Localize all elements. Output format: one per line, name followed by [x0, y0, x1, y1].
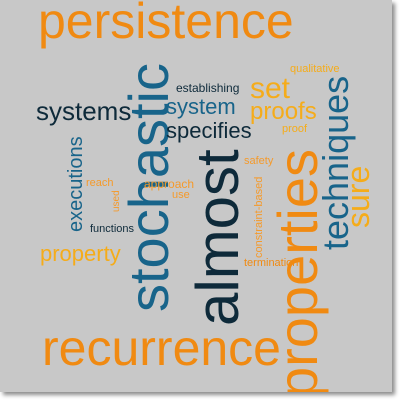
- word-qualitative: qualitative: [290, 63, 340, 75]
- word-used: used: [111, 190, 122, 212]
- word-sure: sure: [340, 165, 376, 228]
- word-specifies: specifies: [166, 118, 252, 143]
- word-termination: termination: [244, 257, 299, 269]
- word-set: set: [250, 72, 291, 105]
- word-cloud: persistence stochastic almost properties…: [0, 0, 392, 392]
- word-reach: reach: [86, 177, 114, 189]
- word-recurrence: recurrence: [42, 320, 281, 376]
- word-functions: functions: [90, 223, 135, 235]
- word-property: property: [40, 241, 121, 266]
- word-use: use: [172, 189, 190, 201]
- word-executions: executions: [65, 136, 87, 232]
- word-persistence: persistence: [38, 0, 294, 49]
- word-proof: proof: [282, 123, 308, 135]
- word-proofs: proofs: [250, 98, 317, 125]
- word-establishing: establishing: [176, 81, 240, 95]
- word-almost: almost: [184, 149, 251, 326]
- word-systems: systems: [36, 96, 132, 126]
- word-safety: safety: [244, 155, 274, 167]
- word-constraint-based: constraint-based: [253, 176, 265, 258]
- word-approach: approach: [144, 177, 195, 191]
- word-system: system: [166, 94, 236, 119]
